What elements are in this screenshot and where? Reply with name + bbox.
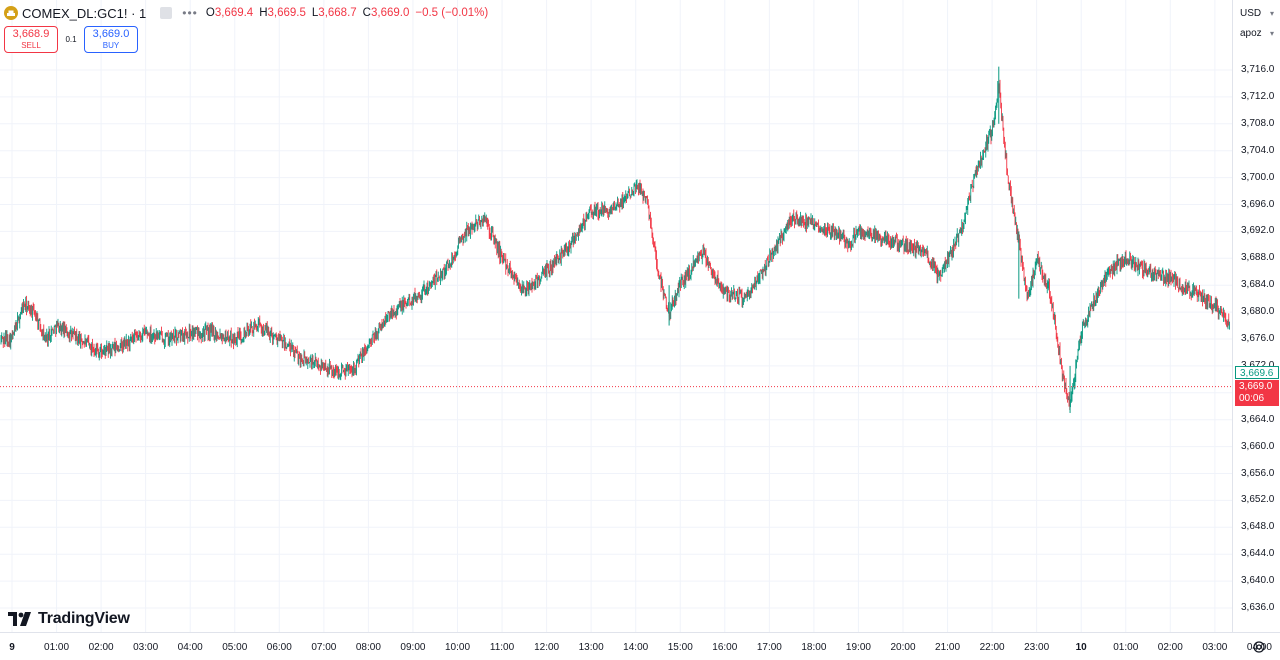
time-tick-label: 23:00 [1024,642,1050,653]
price-tick-label: 3,640.0 [1241,575,1275,587]
price-tick-label: 3,656.0 [1241,467,1275,479]
price-tick-label: 3,652.0 [1241,494,1275,506]
time-tick-label: 16:00 [712,642,738,653]
price-tick-label: 3,688.0 [1241,252,1275,264]
change-value: −0.5 (−0.01%) [415,7,489,19]
time-tick-label: 02:00 [88,642,114,653]
hide-eye-icon[interactable] [160,7,173,19]
price-tick-label: 3,712.0 [1241,90,1275,102]
tradingview-logo[interactable]: TradingView [8,610,130,628]
chevron-down-icon: ▾ [1269,28,1274,38]
price-tick-label: 3,676.0 [1241,333,1275,344]
time-tick-label: 10:00 [444,642,471,653]
last-price-tag: 3,669.0 00:06 [1235,380,1279,406]
time-tick-label: 06:00 [266,642,292,653]
price-tick-label: 3,664.0 [1241,413,1275,425]
time-tick-label: 04:00 [177,642,203,653]
time-tick-label: 03:00 [1202,642,1228,653]
currency-select[interactable]: USD ▾ [1240,7,1274,19]
time-tick-label: 19:00 [845,642,871,653]
time-tick-label: 11:00 [489,642,515,653]
price-tick-label: 3,672.0 [1241,360,1274,371]
price-tick-label: 3,636.0 [1241,602,1275,613]
price-tick-label: 3,716.0 [1241,64,1275,75]
price-chart[interactable] [0,0,1232,632]
time-tick-label: 14:00 [623,642,649,653]
buy-button[interactable]: 3,669.0 BUY [84,26,138,53]
price-tick-label: 3,708.0 [1241,117,1275,129]
symbol-legend: COMEX_DL:GC1! · 1 ••• O3,669.4 H3,669.5 … [4,4,488,22]
time-tick-label: 18:00 [801,642,827,653]
time-tick-label: 15:00 [667,642,693,653]
tradingview-mark-icon [8,612,31,626]
price-tick-label: 3,696.0 [1241,198,1275,210]
chart-area[interactable]: COMEX_DL:GC1! · 1 ••• O3,669.4 H3,669.5 … [0,0,1232,632]
ohlc-values: O3,669.4 H3,669.5 L3,668.7 C3,669.0 −0.5… [205,7,489,19]
time-tick-label: 22:00 [979,642,1005,653]
time-tick-label: 13:00 [578,642,604,653]
time-tick-label: 03:00 [133,642,159,653]
time-tick-label: 17:00 [756,642,782,653]
time-tick-label: 20:00 [890,642,916,653]
time-tick-label: 04:00 [1246,642,1272,653]
candles [0,66,1230,413]
price-tick-label: 3,704.0 [1241,144,1275,156]
secondary-price-tag: 3,669.6 [1235,366,1279,379]
price-axis[interactable]: USD ▾ apoz ▾ 3,716.0 3,712.0 3,708.0 3,704.0 3… [1232,0,1280,632]
branding-text: TradingView [38,610,130,627]
time-tick-label: 10 [1075,642,1087,653]
time-tick-label: 12:00 [534,642,560,653]
chevron-down-icon: ▾ [1269,8,1274,18]
time-tick-label: 09:00 [400,642,426,653]
bar-countdown: 00:06 [1239,393,1265,404]
price-tick-label: 3,684.0 [1241,279,1275,291]
symbol-name[interactable]: COMEX_DL:GC1! · 1 [22,5,147,21]
grid-lines [0,0,1232,632]
time-tick-label: 21:00 [935,642,961,653]
price-tick-label: 3,692.0 [1241,225,1275,237]
price-tick-label: 3,680.0 [1241,306,1275,318]
more-dots-icon[interactable]: ••• [182,6,198,20]
gold-symbol-icon [4,6,18,20]
time-tick-label: 07:00 [311,642,337,653]
price-tick-label: 3,648.0 [1241,521,1275,533]
time-axis[interactable]: 9 01:00 02:00 03:00 04:00 05:00 06:00 07:00 08:0… [0,632,1280,660]
time-tick-label: 01:00 [1113,642,1139,653]
time-tick-label: 02:00 [1157,642,1183,653]
sell-button[interactable]: 3,668.9 SELL [4,26,58,53]
price-tick-label: 3,660.0 [1241,440,1275,452]
gear-icon[interactable] [1252,640,1266,654]
spread-value: 0.1 [65,35,77,44]
trade-buttons: 3,668.9 SELL 0.1 3,669.0 BUY [4,26,138,53]
price-tick-label: 3,700.0 [1241,171,1275,183]
scale-mode-select[interactable]: apoz ▾ [1240,27,1274,39]
time-tick-label: 9 [9,642,15,653]
price-tick-label: 3,644.0 [1241,548,1275,560]
time-tick-label: 05:00 [222,642,248,653]
time-tick-label: 01:00 [44,642,70,653]
time-tick-label: 08:00 [355,642,381,653]
